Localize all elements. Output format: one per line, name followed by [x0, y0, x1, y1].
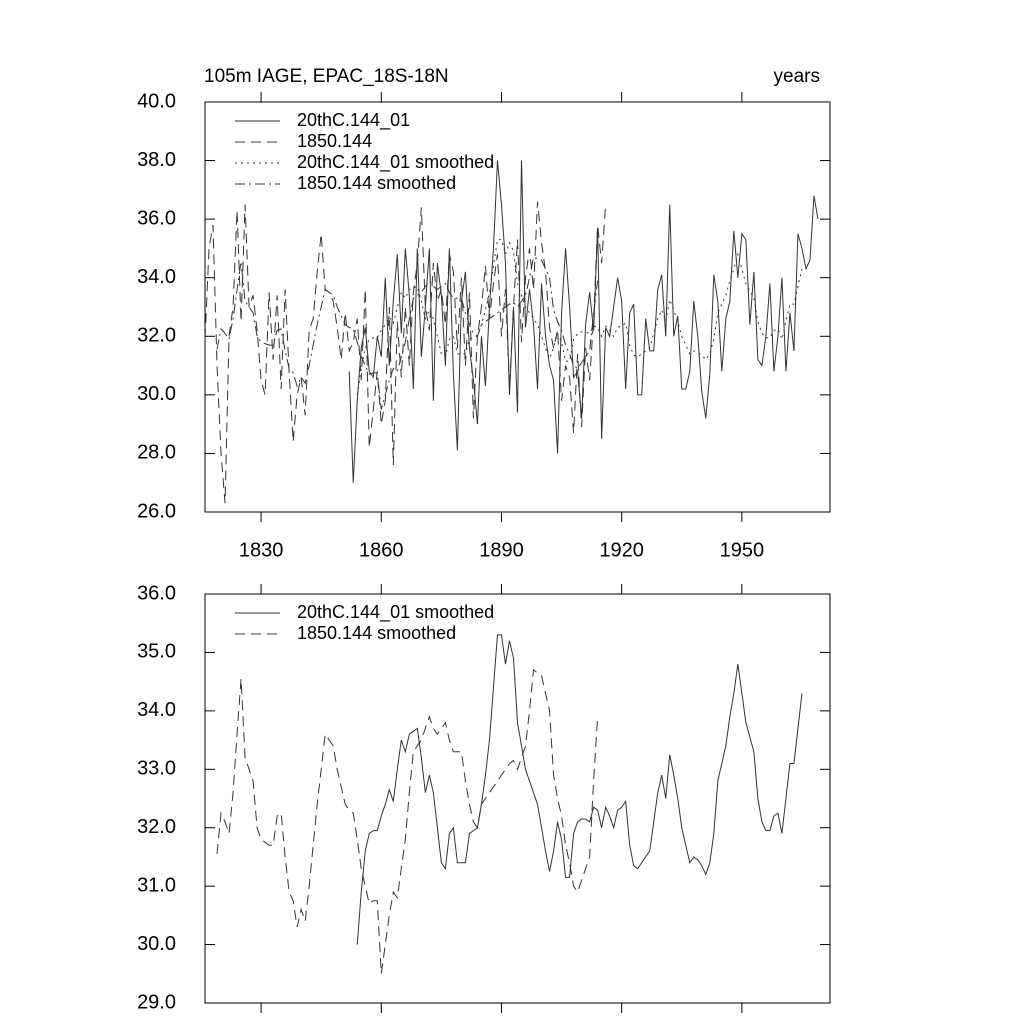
data-line: [356, 239, 803, 395]
legend-label: 20thC.144_01 smoothed: [297, 152, 494, 173]
data-line: [216, 669, 599, 974]
y-tick-label: 30.0: [137, 933, 176, 955]
legend-label: 1850.144: [297, 131, 372, 151]
y-tick-label: 35.0: [137, 641, 176, 663]
x-tick-label: 1890: [479, 539, 524, 561]
y-tick-label: 38.0: [137, 149, 176, 171]
y-tick-label: 28.0: [137, 442, 176, 464]
y-tick-label: 36.0: [137, 207, 176, 229]
y-tick-label: 34.0: [137, 266, 176, 288]
x-tick-label: 1830: [239, 539, 284, 561]
legend-label: 1850.144 smoothed: [297, 623, 456, 643]
data-line: [204, 201, 607, 504]
y-tick-label: 40.0: [137, 90, 176, 112]
right-title: years: [774, 66, 820, 87]
plot-frame: [204, 101, 831, 513]
y-tick-label: 32.0: [137, 816, 176, 838]
data-line: [216, 256, 599, 410]
legend-label: 1850.144 smoothed: [297, 173, 456, 193]
y-tick-label: 34.0: [137, 699, 176, 721]
y-tick-label: 31.0: [137, 874, 176, 896]
legend-label: 20thC.144_01 smoothed: [297, 602, 494, 623]
y-tick-label: 30.0: [137, 383, 176, 405]
x-tick-label: 1950: [720, 539, 765, 561]
plot-frame: [204, 593, 831, 1004]
x-tick-label: 1920: [599, 539, 644, 561]
data-line: [356, 634, 803, 945]
y-tick-label: 29.0: [137, 991, 176, 1013]
y-tick-label: 26.0: [137, 500, 176, 522]
y-tick-label: 32.0: [137, 325, 176, 347]
x-tick-label: 1860: [359, 539, 404, 561]
data-line: [348, 160, 819, 483]
y-tick-label: 33.0: [137, 758, 176, 780]
legend-label: 20thC.144_01: [297, 110, 410, 131]
y-tick-label: 36.0: [137, 582, 176, 604]
chart-title: 105m IAGE, EPAC_18S-18N: [204, 66, 449, 87]
